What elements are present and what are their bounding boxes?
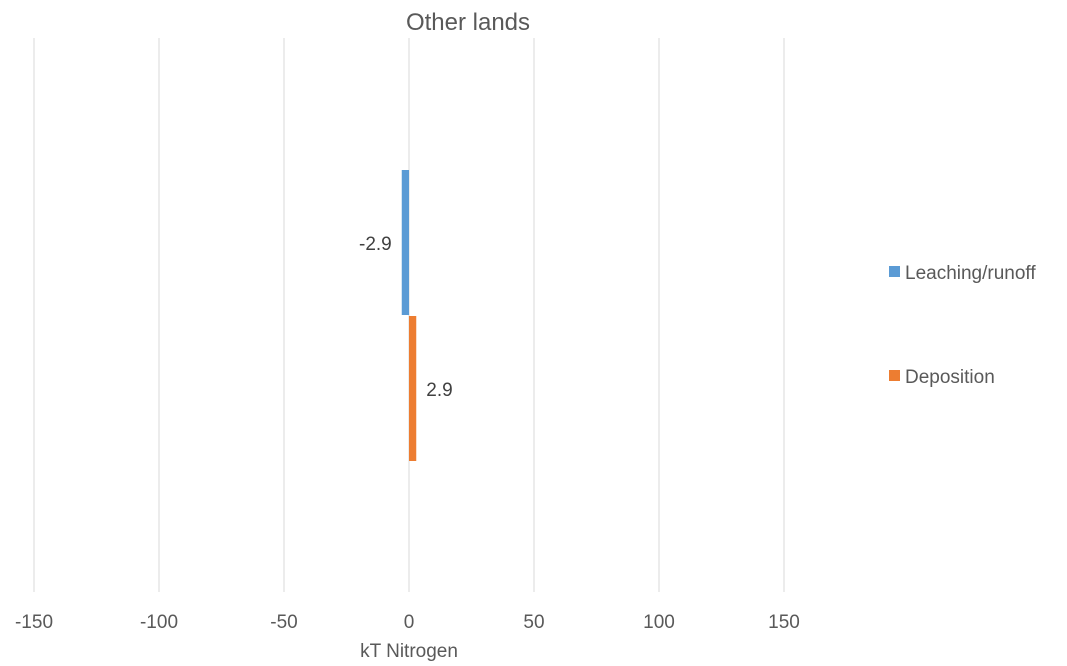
legend-swatch [889, 266, 900, 277]
data-label: 2.9 [426, 380, 452, 401]
x-tick-label: -150 [15, 612, 53, 633]
data-label: -2.9 [359, 234, 392, 255]
gridlines [33, 38, 785, 592]
x-tick-label: -100 [140, 612, 178, 633]
x-tick-label: 150 [768, 612, 800, 633]
x-tick-label: 100 [643, 612, 675, 633]
chart-title: Other lands [406, 9, 530, 36]
x-tick-label: -50 [270, 612, 297, 633]
legend: Leaching/runoff Deposition [889, 263, 1036, 388]
legend-swatch [889, 370, 900, 381]
legend-label: Leaching/runoff [905, 263, 1036, 284]
x-tick-label: 50 [523, 612, 544, 633]
bars [401, 170, 417, 461]
x-axis-title: kT Nitrogen [360, 641, 458, 662]
legend-label: Deposition [905, 367, 995, 388]
bar-leaching-runoff [401, 170, 409, 315]
data-labels: -2.9 2.9 [359, 234, 453, 401]
bar-deposition [409, 316, 417, 461]
x-axis-tick-labels: -150 -100 -50 0 50 100 150 [15, 612, 800, 633]
x-tick-label: 0 [404, 612, 415, 633]
